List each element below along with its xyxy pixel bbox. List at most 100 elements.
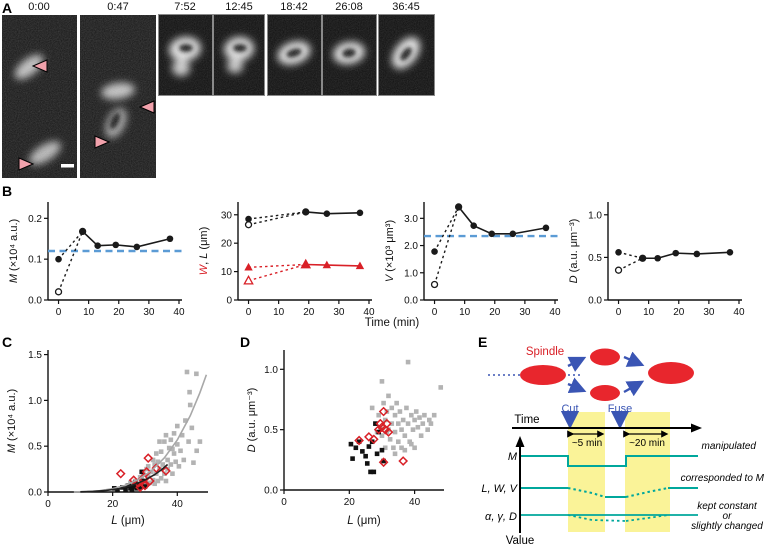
arrowhead-icon [94,135,111,149]
svg-text:0: 0 [56,307,62,318]
svg-text:L (μm): L (μm) [111,515,145,527]
cut-label: Cut [561,403,578,415]
svg-text:1.0: 1.0 [588,210,602,221]
svg-text:1.0: 1.0 [264,365,278,376]
svg-text:1.0: 1.0 [28,396,42,407]
value-axis-arrowhead-icon [515,436,525,447]
m-value-line [521,455,698,467]
svg-text:40: 40 [733,307,745,318]
svg-text:M (×10⁴ a.u.): M (×10⁴ a.u.) [6,389,18,453]
value-label: Value [506,535,535,546]
svg-text:D (a.u. μm⁻³): D (a.u. μm⁻³) [568,219,580,284]
timestamp: 0:00 [28,1,50,13]
svg-text:30: 30 [143,307,155,318]
arrowhead-icon [31,59,48,73]
time-label: Time [514,414,539,426]
lwv-line-dotted-2 [625,487,669,498]
svg-text:0.2: 0.2 [28,214,42,225]
spindle-before-ellipse [520,365,566,385]
timestamp: 12:45 [225,1,253,13]
svg-text:20: 20 [113,307,125,318]
cut-period-band [568,412,605,532]
row-m-label: M [508,451,518,463]
spindle-fragment-top-ellipse [590,348,620,366]
svg-text:40: 40 [549,307,561,318]
svg-text:20: 20 [221,239,233,250]
svg-text:30: 30 [519,307,531,318]
split-arrow-bottom [567,377,587,393]
svg-text:40: 40 [409,497,421,508]
merge-arrow-bottom [623,380,645,397]
svg-text:1.5: 1.5 [28,350,42,361]
micrograph-frame-3 [158,14,213,96]
svg-text:30: 30 [333,307,345,318]
merge-arrow-top [623,351,645,367]
svg-text:0: 0 [281,497,287,508]
chart-mass-vs-time: 0 10 20 30 40 0.0 0.1 0.2 M (×10⁴ a.u.) [8,202,185,318]
svg-text:3.0: 3.0 [404,214,418,225]
annotation-kept-constant-3: slightly changed [691,521,763,532]
svg-text:D (a.u. μm⁻³): D (a.u. μm⁻³) [246,388,258,453]
svg-text:0.0: 0.0 [588,296,602,307]
svg-text:W, L (μm): W, L (μm) [198,227,210,276]
svg-text:0: 0 [246,307,252,318]
fuse-label: Fuse [608,403,632,415]
svg-text:40: 40 [363,307,375,318]
micrograph-frame-5 [267,14,322,96]
scale-bar [61,164,74,168]
micrograph-frame-1 [2,15,77,178]
annotation-manipulated: manipulated [702,441,757,452]
lwv-line-dotted-1 [567,487,606,498]
micrograph-frame-7 [378,14,435,96]
micrograph-frame-6 [322,14,377,96]
svg-text:10: 10 [221,267,233,278]
spindle-fragment-bottom-ellipse [590,385,620,401]
timestamp: 26:08 [335,1,363,13]
row-lwv-label: L, W, V [481,483,518,495]
timestamp: 36:45 [392,1,420,13]
svg-text:20: 20 [489,307,501,318]
panel-a-label: A [2,0,13,16]
svg-text:0.0: 0.0 [28,488,42,499]
spindle-label: Spindle [526,346,564,358]
svg-text:20: 20 [673,307,685,318]
panel-b-label: B [2,183,13,199]
svg-text:1.0: 1.0 [404,268,418,279]
timestamp: 18:42 [280,1,308,13]
svg-text:0.5: 0.5 [28,442,42,453]
svg-text:M (×10⁴ a.u.): M (×10⁴ a.u.) [8,219,20,283]
svg-text:L (μm): L (μm) [347,515,381,527]
svg-text:0.5: 0.5 [264,425,278,436]
svg-text:30: 30 [703,307,715,318]
annotation-kept-constant-2: or [723,511,733,522]
svg-text:0: 0 [616,307,622,318]
panel-c-label: C [2,334,13,350]
time-axis-label: Time (min) [364,317,420,329]
timestamp: 0:47 [107,1,129,13]
chart-volume-vs-time: 0 10 20 30 40 0.0 1.0 2.0 3.0 V (×10³ μm³) [384,202,561,318]
micrograph-frame-4 [213,14,265,96]
interval-1-label: ~5 min [572,438,602,449]
svg-text:0.5: 0.5 [588,253,602,264]
svg-text:0: 0 [432,307,438,318]
svg-text:0.0: 0.0 [28,296,42,307]
svg-text:20: 20 [107,499,119,510]
timestamp: 7:52 [174,1,196,13]
annotation-kept-constant-1: kept constant [697,501,758,512]
time-axis-arrowhead-icon [691,423,702,433]
svg-text:40: 40 [172,499,184,510]
svg-text:20: 20 [303,307,315,318]
chart-width-length-vs-time: 0 10 20 30 40 0 10 20 30 W, L (μm) [198,202,375,318]
svg-text:0.1: 0.1 [28,255,42,266]
chart-density-vs-time: 0 10 20 30 40 0.0 0.5 1.0 D (a.u. μm⁻³) [568,202,745,318]
svg-text:20: 20 [344,497,356,508]
svg-text:10: 10 [459,307,471,318]
panel-e-label: E [478,334,488,350]
svg-text:0.0: 0.0 [404,296,418,307]
svg-text:40: 40 [173,307,185,318]
spindle-fused-ellipse [648,362,694,384]
micrograph-frame-2 [80,15,156,178]
svg-text:V (×10³ μm³): V (×10³ μm³) [384,220,396,282]
svg-text:30: 30 [221,210,233,221]
arrowhead-icon [138,100,155,114]
